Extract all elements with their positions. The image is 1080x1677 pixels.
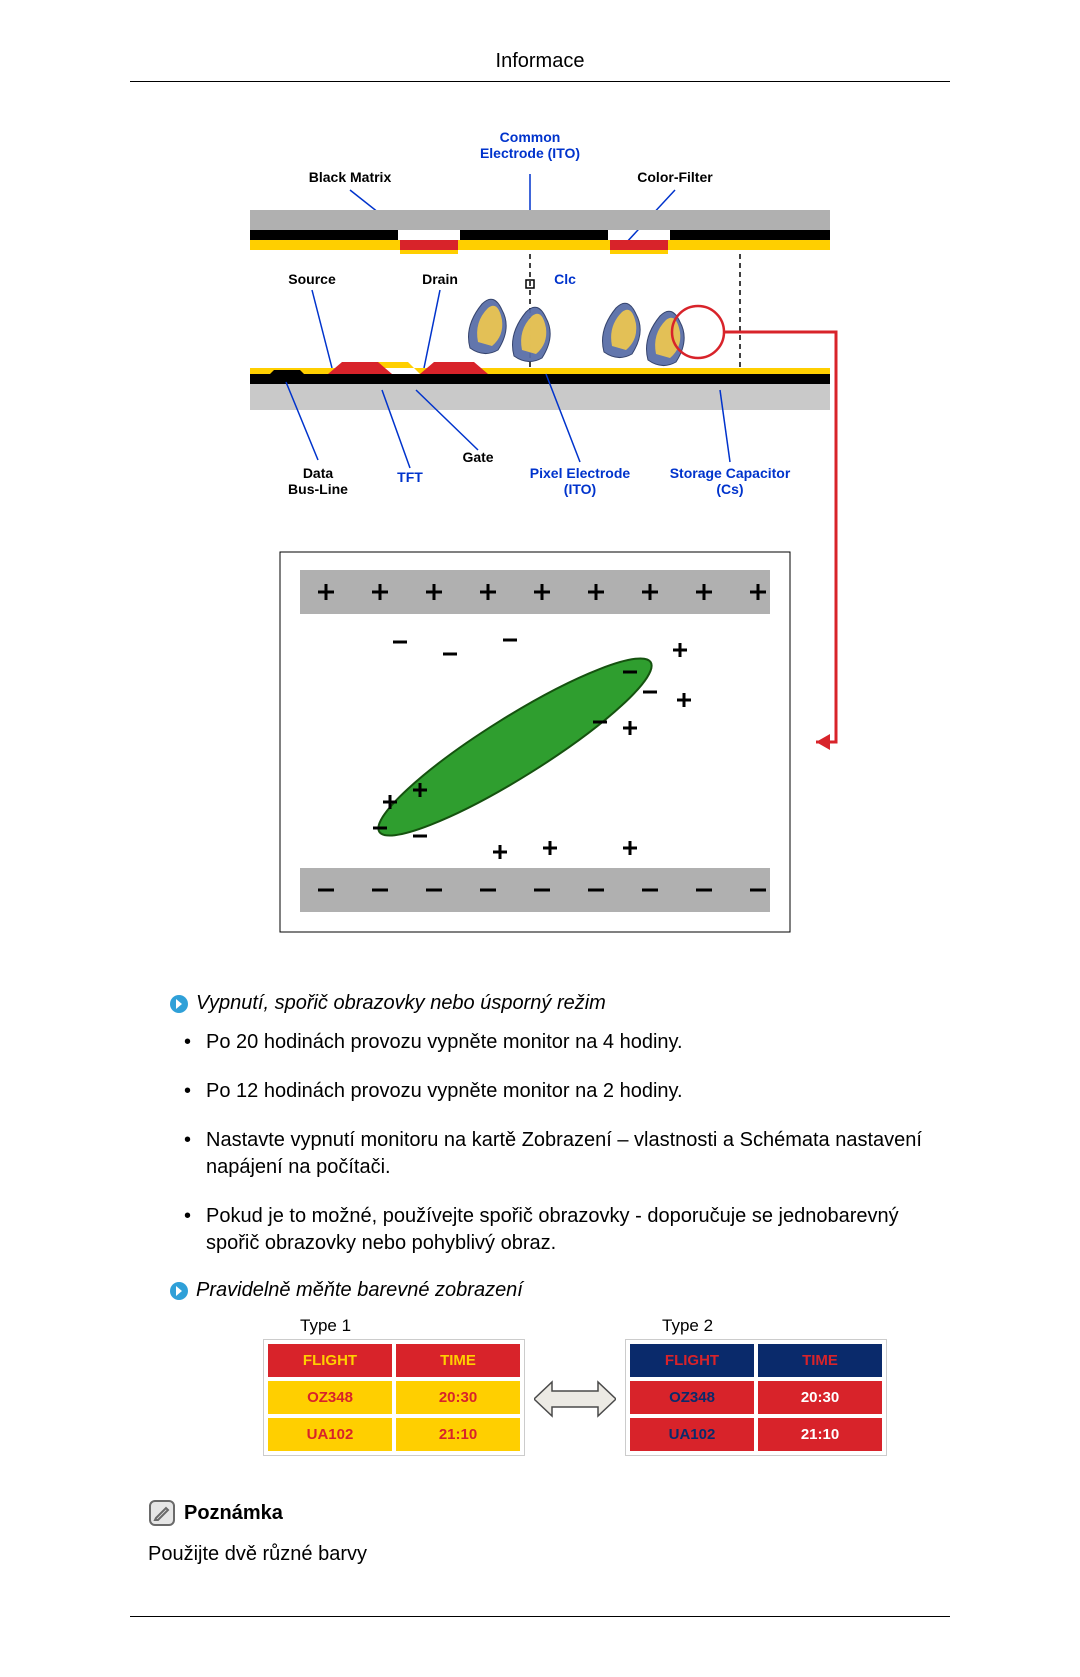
t2-h-flight: FLIGHT	[628, 1342, 756, 1379]
arrow-right-circle-icon	[170, 1282, 188, 1300]
svg-text:Pixel Electrode: Pixel Electrode	[530, 465, 631, 481]
page-title: Informace	[130, 50, 950, 73]
swap-arrow-icon	[534, 1376, 616, 1422]
type1-block: Type 1 FLIGHT TIME OZ348 20:30 UA102 21:…	[264, 1316, 524, 1455]
svg-text:Bus-Line: Bus-Line	[288, 481, 348, 497]
t1-h-flight: FLIGHT	[266, 1342, 394, 1379]
note-label: Poznámka	[184, 1502, 283, 1525]
list-item: Po 12 hodinách provozu vypněte monitor n…	[180, 1078, 950, 1105]
type1-label: Type 1	[300, 1316, 524, 1336]
svg-text:Data: Data	[303, 465, 334, 481]
list-item: Po 20 hodinách provozu vypněte monitor n…	[180, 1029, 950, 1056]
footer-rule	[130, 1616, 950, 1617]
svg-text:(Cs): (Cs)	[716, 481, 743, 497]
svg-text:Electrode (ITO): Electrode (ITO)	[480, 145, 580, 161]
type2-block: Type 2 FLIGHT TIME OZ348 20:30 UA102 21:…	[626, 1316, 886, 1455]
header-rule	[130, 81, 950, 82]
t2-r0c0: OZ348	[628, 1379, 756, 1416]
arrow-right-circle-icon	[170, 995, 188, 1013]
svg-text:(ITO): (ITO)	[564, 481, 596, 497]
svg-text:Source: Source	[288, 271, 336, 287]
note-row: Poznámka	[148, 1499, 950, 1527]
svg-text:TFT: TFT	[397, 469, 423, 485]
type2-label: Type 2	[662, 1316, 886, 1336]
svg-text:Drain: Drain	[422, 271, 458, 287]
list-item: Nastavte vypnutí monitoru na kartě Zobra…	[180, 1127, 950, 1181]
t1-h-time: TIME	[394, 1342, 522, 1379]
svg-text:Storage Capacitor: Storage Capacitor	[670, 465, 791, 481]
t1-r0c1: 20:30	[394, 1379, 522, 1416]
svg-text:Gate: Gate	[462, 449, 493, 465]
svg-text:Clc: Clc	[554, 271, 576, 287]
type1-table: FLIGHT TIME OZ348 20:30 UA102 21:10	[264, 1340, 524, 1455]
t2-r0c1: 20:30	[756, 1379, 884, 1416]
color-type-comparison: Type 1 FLIGHT TIME OZ348 20:30 UA102 21:…	[200, 1316, 950, 1455]
svg-text:Black Matrix: Black Matrix	[309, 169, 392, 185]
section-heading-power: Vypnutí, spořič obrazovky nebo úsporný r…	[170, 992, 950, 1015]
svg-text:Color-Filter: Color-Filter	[637, 169, 713, 185]
power-list: Po 20 hodinách provozu vypněte monitor n…	[180, 1029, 950, 1257]
section-heading-colors: Pravidelně měňte barevné zobrazení	[170, 1279, 950, 1302]
t1-r1c0: UA102	[266, 1416, 394, 1453]
list-item: Pokud je to možné, používejte spořič obr…	[180, 1203, 950, 1257]
type2-table: FLIGHT TIME OZ348 20:30 UA102 21:10	[626, 1340, 886, 1455]
section-heading-colors-text: Pravidelně měňte barevné zobrazení	[196, 1279, 523, 1302]
t1-r0c0: OZ348	[266, 1379, 394, 1416]
t2-r1c0: UA102	[628, 1416, 756, 1453]
diagram-svg: Black Matrix CommonElectrode (ITO) Color-F…	[220, 122, 860, 952]
tft-lcd-diagram: Black Matrix CommonElectrode (ITO) Color-F…	[130, 122, 950, 952]
t2-r1c1: 21:10	[756, 1416, 884, 1453]
t1-r1c1: 21:10	[394, 1416, 522, 1453]
section-heading-power-text: Vypnutí, spořič obrazovky nebo úsporný r…	[196, 992, 606, 1015]
t2-h-time: TIME	[756, 1342, 884, 1379]
svg-text:Common: Common	[500, 129, 561, 145]
note-body: Použijte dvě různé barvy	[148, 1543, 950, 1566]
note-pencil-icon	[148, 1499, 176, 1527]
